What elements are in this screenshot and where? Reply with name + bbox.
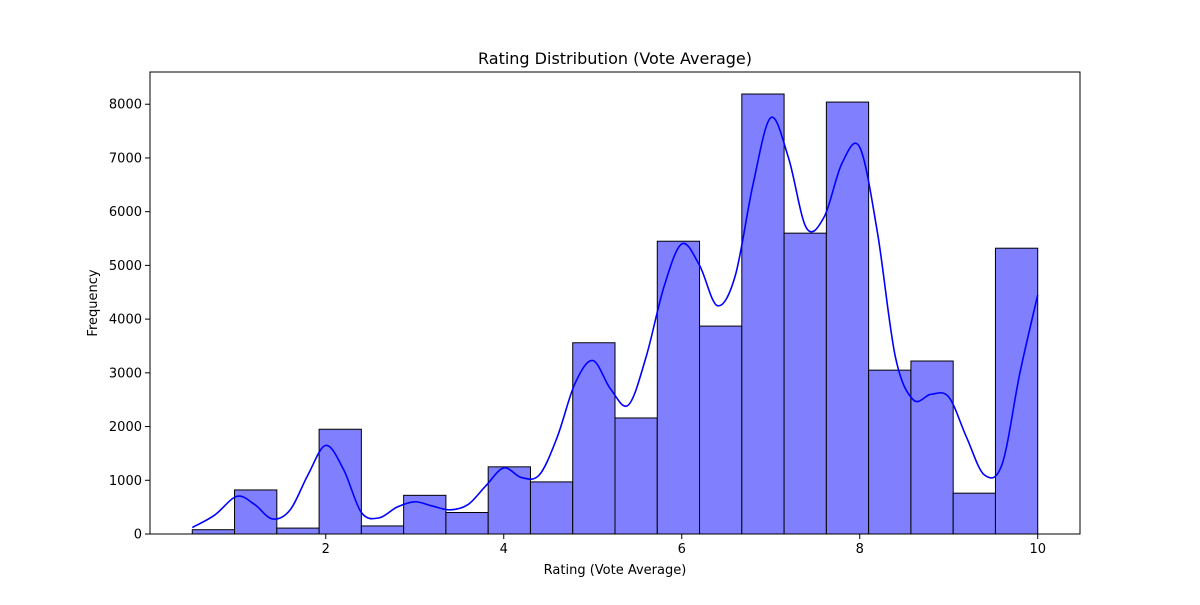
histogram-bar <box>952 492 996 535</box>
x-tick-label: 6 <box>678 542 686 557</box>
y-tick-label: 5000 <box>109 259 142 274</box>
histogram-bar <box>403 494 447 535</box>
histogram-bar <box>445 512 489 535</box>
y-tick-label: 0 <box>134 528 142 543</box>
bars-group <box>191 93 1039 535</box>
histogram-bar <box>276 527 320 535</box>
y-tick-label: 7000 <box>109 151 142 166</box>
y-tick-label: 4000 <box>109 313 142 328</box>
y-tick-label: 3000 <box>109 366 142 381</box>
plot-frame <box>149 71 1081 535</box>
histogram-bar <box>656 240 701 535</box>
histogram-bar <box>868 369 912 535</box>
x-tick-label: 8 <box>856 542 864 557</box>
histogram-bar <box>614 417 658 535</box>
histogram-bar <box>318 428 362 535</box>
y-tick-label: 6000 <box>109 205 142 220</box>
histogram-bar <box>529 481 574 535</box>
histogram-bar <box>741 93 785 535</box>
x-tick-label: 2 <box>322 542 330 557</box>
histogram-bar <box>360 525 405 535</box>
x-tick-label: 10 <box>1029 542 1046 557</box>
x-tick-label: 4 <box>500 542 508 557</box>
histogram-bar <box>191 529 236 535</box>
x-axis-label: Rating (Vote Average) <box>544 563 687 578</box>
y-tick-label: 1000 <box>109 474 142 489</box>
histogram-bar <box>825 101 870 535</box>
histogram-bar <box>783 232 827 535</box>
y-tick-label: 8000 <box>109 98 142 113</box>
kde-line <box>191 116 1039 529</box>
y-axis-label: Frequency <box>86 269 101 336</box>
histogram-bar <box>699 325 743 535</box>
histogram-bar <box>234 489 278 535</box>
y-tick-label: 2000 <box>109 420 142 435</box>
histogram-bar <box>572 342 616 535</box>
chart-title: Rating Distribution (Vote Average) <box>478 49 752 68</box>
histogram-bar <box>910 360 954 535</box>
histogram-bar <box>487 466 531 535</box>
